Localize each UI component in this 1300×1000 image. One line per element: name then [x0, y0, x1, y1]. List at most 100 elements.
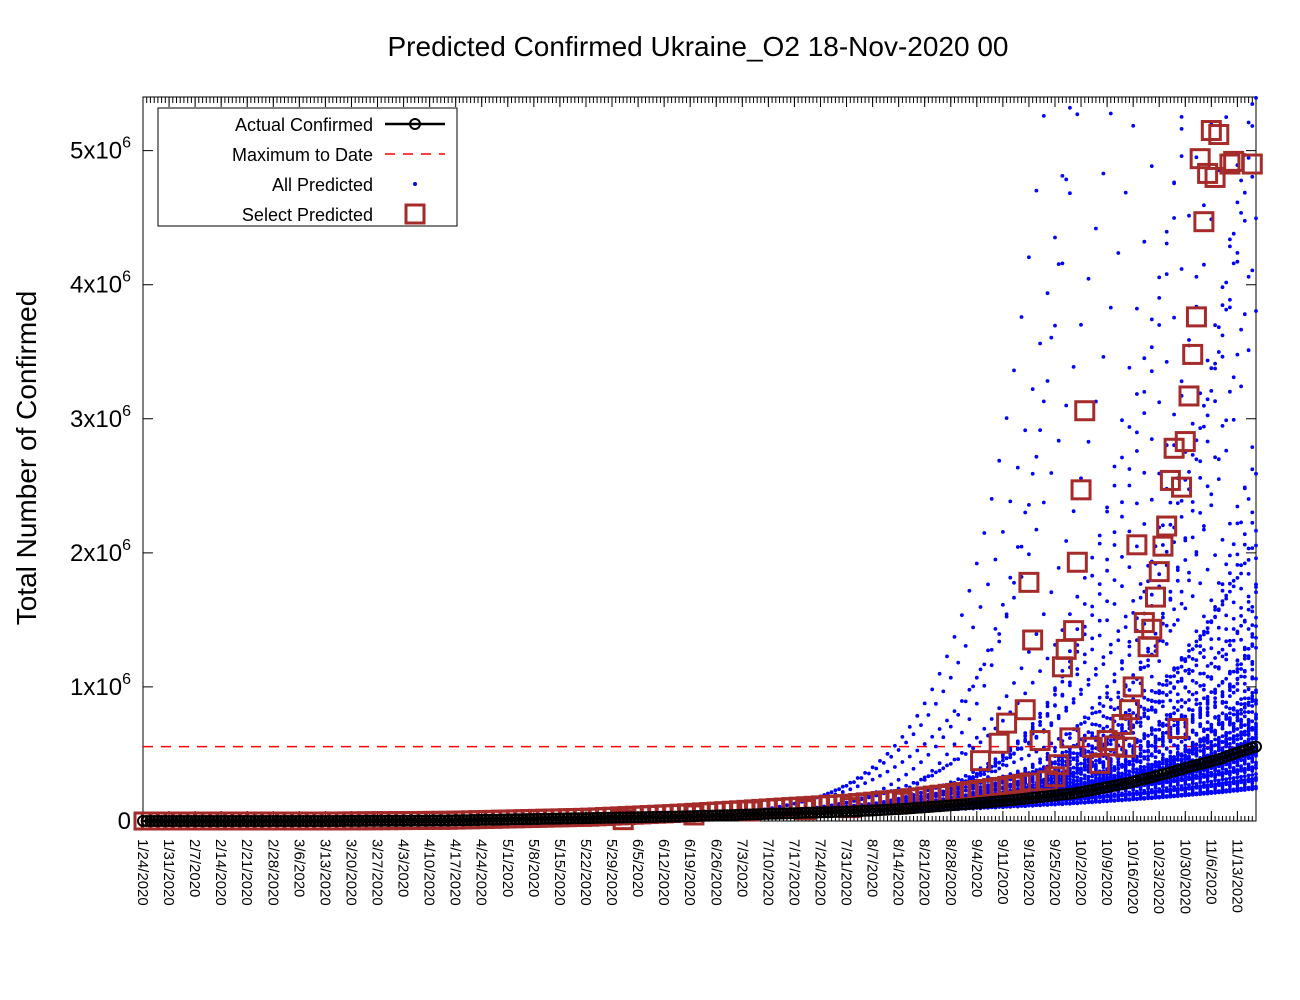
select-predicted-point: [1070, 479, 1092, 501]
actual-confirmed-point: [714, 809, 726, 822]
actual-confirmed-point: [196, 815, 209, 827]
actual-confirmed-point: [661, 810, 674, 823]
actual-confirmed-point: [151, 815, 164, 827]
actual-confirmed-point: [658, 810, 671, 823]
actual-confirmed-point: [676, 810, 689, 823]
actual-confirmed-point: [632, 811, 645, 824]
x-tick-label: 4/24/2020: [473, 839, 490, 906]
actual-confirmed-point: [177, 815, 190, 827]
actual-confirmed-point: [840, 805, 853, 818]
actual-confirmed-point: [483, 813, 496, 826]
y-tick-label: 0: [118, 808, 131, 835]
x-tick-label: 9/18/2020: [1020, 839, 1037, 906]
select-predicted-point: [1133, 612, 1155, 634]
select-predicted-point: [1063, 620, 1085, 642]
x-tick-label: 8/21/2020: [916, 839, 933, 906]
actual-confirmed-point: [308, 815, 321, 827]
x-tick-label: 5/15/2020: [551, 839, 568, 906]
actual-confirmed-point: [799, 806, 812, 819]
x-tick-label: 2/21/2020: [238, 839, 255, 906]
actual-confirmed-point: [274, 815, 287, 827]
actual-confirmed-point: [769, 807, 782, 820]
actual-confirmed-point: [449, 814, 462, 827]
select-predicted-point: [1122, 676, 1144, 698]
actual-confirmed-point: [282, 815, 295, 827]
select-predicted-point: [1059, 727, 1081, 749]
actual-confirmed-point: [680, 810, 693, 823]
plot-area: 0 1x106 2x106 3x106 4x106 5x106 1/24/2020 1/31/…: [70, 95, 1263, 914]
actual-confirmed-point: [717, 809, 730, 822]
actual-confirmed-point: [315, 815, 328, 827]
actual-confirmed-point: [550, 812, 563, 825]
actual-confirmed-point: [922, 801, 935, 813]
select-predicted-point: [1018, 571, 1040, 593]
select-predicted-point: [929, 785, 951, 807]
select-predicted-point: [1193, 211, 1215, 233]
actual-confirmed-point: [256, 815, 269, 827]
actual-confirmed-point: [587, 812, 600, 824]
actual-confirmed-point: [542, 812, 555, 825]
select-predicted-point: [1081, 736, 1103, 758]
select-predicted-point: [1111, 713, 1133, 735]
actual-confirmed-point: [379, 814, 391, 827]
actual-confirmed-point: [464, 814, 477, 827]
chart-title: Predicted Confirmed Ukraine_O2 18-Nov-20…: [388, 31, 1009, 62]
select-predicted-point: [1171, 476, 1193, 498]
x-tick-label: 5/29/2020: [603, 839, 620, 906]
y-tick-label: 3x106: [70, 403, 131, 433]
select-predicted-point: [1144, 586, 1166, 608]
actual-confirmed-point: [710, 809, 723, 822]
actual-confirmed-point: [736, 808, 749, 821]
actual-confirmed-point: [300, 815, 313, 827]
actual-confirmed-point: [393, 814, 406, 827]
actual-confirmed-point: [446, 814, 458, 827]
select-predicted-point: [1022, 629, 1044, 651]
actual-confirmed-point: [297, 815, 310, 827]
x-tick-label: 8/14/2020: [890, 839, 907, 906]
actual-confirmed-point: [323, 815, 336, 827]
actual-confirmed-point: [468, 814, 481, 826]
actual-confirmed-point: [777, 807, 790, 820]
actual-confirmed-point: [1250, 740, 1262, 753]
actual-confirmed-point: [568, 812, 581, 825]
x-tick-label: 9/11/2020: [994, 839, 1011, 905]
actual-confirmed-point: [654, 810, 667, 823]
actual-confirmed-point: [829, 806, 842, 818]
actual-confirmed-point: [565, 812, 578, 825]
actual-confirmed-point: [137, 815, 149, 827]
actual-confirmed-point: [144, 815, 157, 827]
x-tick-label: 7/17/2020: [785, 839, 802, 906]
x-tick-label: 6/19/2020: [681, 839, 698, 906]
y-tick-label: 2x106: [70, 537, 131, 567]
actual-confirmed-point: [561, 812, 574, 825]
actual-confirmed-point: [669, 810, 682, 823]
actual-confirmed-point: [583, 812, 596, 825]
select-predicted-point: [1241, 153, 1263, 175]
actual-confirmed-point: [572, 812, 585, 825]
actual-confirmed-point: [810, 806, 823, 819]
actual-confirmed-point: [725, 809, 738, 822]
x-tick-label: 10/30/2020: [1176, 839, 1193, 914]
actual-confirmed-point: [259, 815, 272, 827]
x-tick-label: 6/5/2020: [629, 839, 646, 897]
actual-confirmed-point: [941, 799, 953, 812]
legend-label: Select Predicted: [242, 205, 373, 225]
actual-confirmed-point: [397, 814, 410, 827]
actual-confirmed-point: [237, 815, 250, 827]
x-tick-label: 9/25/2020: [1046, 839, 1063, 906]
x-tick-label: 1/31/2020: [160, 839, 177, 906]
actual-confirmed-point: [226, 815, 239, 827]
legend: Actual Confirmed Maximum to Date All Predi…: [157, 107, 458, 227]
actual-confirmed-point: [859, 804, 872, 817]
legend-label: All Predicted: [272, 175, 373, 195]
actual-confirmed-point: [419, 814, 432, 827]
actual-confirmed-point: [375, 814, 388, 827]
select-predicted-point: [1200, 120, 1222, 142]
actual-confirmed-point: [896, 802, 909, 815]
legend-swatch-square: [404, 203, 426, 225]
actual-confirmed-point: [881, 803, 894, 816]
actual-confirmed-point: [781, 807, 793, 820]
select-predicted-point: [1048, 754, 1070, 776]
x-tick-label: 11/13/2020: [1228, 839, 1245, 913]
